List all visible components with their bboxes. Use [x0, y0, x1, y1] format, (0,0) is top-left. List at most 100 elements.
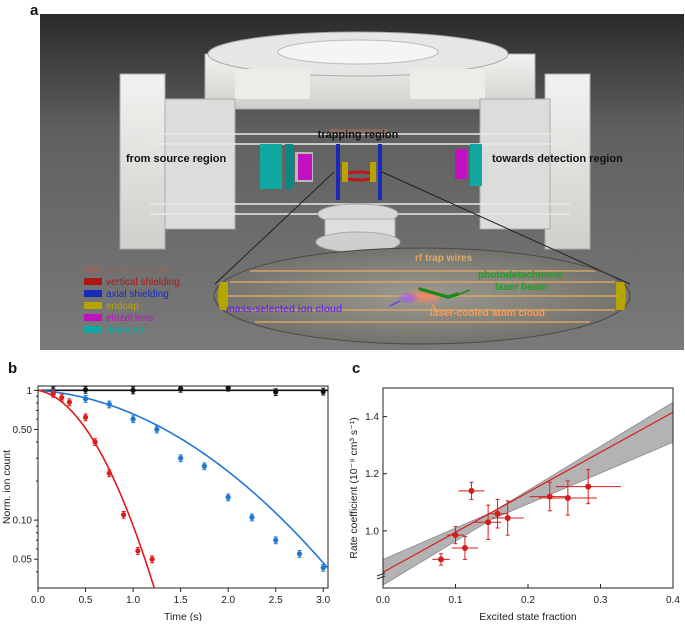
left-ion-optics — [260, 144, 313, 189]
fit-line — [383, 411, 673, 573]
legend-item-endcap: endcap — [84, 301, 139, 312]
x-tick-label: 0.5 — [79, 595, 93, 606]
data-point-black — [82, 387, 89, 393]
y-tick-label: 1.0 — [365, 526, 379, 537]
data-point-blue — [225, 494, 231, 500]
x-tick-label: 2.0 — [221, 595, 235, 606]
data-point — [564, 495, 571, 501]
x-tick-label: 1.0 — [126, 595, 140, 606]
y-tick-label: 1.4 — [365, 412, 379, 423]
svg-text:endcap: endcap — [106, 301, 139, 312]
x-tick-label: 0.4 — [666, 595, 680, 606]
svg-text:vertical shielding: vertical shielding — [106, 277, 180, 288]
legend-item-vertical-shielding: vertical shielding — [84, 277, 180, 288]
data-point — [546, 493, 553, 500]
data-point — [468, 487, 475, 494]
rate-coefficient-chart: 0.0 0.1 0.2 0.3 0.4 1.0 1.2 1.4 Excited state fr… — [345, 360, 685, 623]
x-tick-label: 3.0 — [316, 595, 330, 606]
right-ion-optics — [455, 144, 482, 186]
data-point — [461, 545, 468, 551]
x-tick-label: 2.5 — [269, 595, 283, 606]
top-flange — [204, 31, 536, 110]
photodetachment-label: photodetachment — [478, 270, 563, 281]
x-axis-label: Excited state fraction — [479, 611, 577, 621]
data-point — [585, 483, 592, 490]
data-point — [452, 532, 459, 539]
x-tick-label: 0.0 — [376, 595, 390, 606]
data-point-black — [225, 386, 231, 391]
data-point-blue — [82, 396, 89, 402]
data-point — [494, 510, 501, 517]
x-tick-label: 0.0 — [31, 595, 45, 606]
y-tick-label: 1.2 — [365, 469, 379, 480]
apparatus-render-panel: trapping region from source region towar… — [40, 14, 684, 350]
decay-plot-svg: 0.0 0.5 1.0 1.5 2.0 2.5 3.0 1 0.50 0.10 0.05 Time (… — [1, 385, 331, 623]
data-point-red — [135, 548, 141, 554]
fit-curve-red — [38, 389, 156, 588]
data-point-blue — [201, 463, 207, 469]
fit-curve-blue — [38, 389, 328, 569]
trap-inset-ellipse — [213, 247, 631, 345]
panel-label-a: a — [30, 2, 39, 19]
ion-cloud-label: mass-selected ion cloud — [226, 304, 342, 315]
data-point-blue — [296, 551, 303, 557]
ion-decay-chart: 0.0 0.5 1.0 1.5 2.0 2.5 3.0 1 0.50 0.10 0.05 Time (… — [0, 360, 345, 623]
data-point-red — [50, 391, 56, 397]
svg-text:atom trap coils: atom trap coils — [106, 265, 171, 276]
data-point-red — [59, 394, 65, 401]
plot-frame — [37, 385, 329, 589]
data-point — [438, 556, 444, 563]
data-point — [485, 519, 492, 526]
x-axis-label: Time (s) — [164, 611, 202, 621]
y-axis-label: Norm. ion count — [1, 450, 13, 524]
data-point-black — [273, 389, 279, 395]
svg-text:deflector: deflector — [106, 325, 145, 336]
data-point-blue — [130, 416, 136, 422]
trap-assembly — [315, 129, 401, 253]
detection-region-label: towards detection region — [492, 153, 623, 165]
plot-area — [383, 401, 673, 586]
legend-item-axial-shielding: axial shielding — [84, 289, 169, 300]
trapping-region-label: trapping region — [318, 129, 399, 141]
data-point-black — [178, 386, 184, 392]
zoom-lines — [214, 171, 631, 285]
atom-cloud-label: laser-cooled atom cloud — [430, 308, 545, 319]
rf-trap-wires-label: rf trap wires — [415, 253, 473, 264]
component-legend: atom trap coils vertical shielding axial… — [84, 265, 180, 336]
y-tick-label: 1 — [26, 386, 32, 397]
legend-item-einzel-lens: einzel lens — [84, 313, 153, 324]
axis-break-mark — [376, 572, 386, 580]
x-tick-label: 0.2 — [521, 595, 535, 606]
plot-area — [38, 386, 328, 588]
data-point-blue — [154, 426, 160, 433]
x-tick-label: 0.3 — [594, 595, 608, 606]
data-point-red — [92, 439, 98, 445]
data-point-black — [320, 388, 326, 395]
left-flange — [119, 73, 236, 250]
rate-plot-svg: 0.0 0.1 0.2 0.3 0.4 1.0 1.2 1.4 Excited state fr… — [348, 387, 680, 623]
data-point-red — [120, 512, 127, 518]
data-point — [504, 515, 511, 521]
panel-label-b: b — [8, 360, 18, 377]
source-region-label: from source region — [126, 153, 227, 165]
data-point-blue — [320, 565, 326, 571]
data-point-blue — [106, 401, 112, 407]
confidence-band — [383, 401, 673, 586]
data-point-red — [106, 470, 112, 476]
panel-label-c: c — [352, 360, 361, 377]
svg-text:axial shielding: axial shielding — [106, 289, 169, 300]
data-point-blue — [273, 537, 279, 543]
y-axis-label: Rate coefficient (10⁻⁹ cm³ s⁻¹) — [348, 417, 360, 558]
data-point-red — [66, 399, 72, 405]
data-point-red — [149, 556, 155, 562]
right-flange — [479, 73, 591, 250]
y-tick-label: 0.10 — [13, 516, 33, 527]
x-tick-label: 1.5 — [174, 595, 188, 606]
legend-item-deflector: deflector — [84, 325, 145, 336]
legend-item-atom-trap-coils: atom trap coils — [84, 265, 171, 276]
laser-beam-label: laser beam — [495, 282, 547, 293]
x-tick-label: 0.1 — [449, 595, 463, 606]
data-point-red — [82, 414, 89, 420]
svg-text:einzel lens: einzel lens — [106, 313, 153, 324]
y-tick-label: 0.50 — [13, 425, 33, 436]
